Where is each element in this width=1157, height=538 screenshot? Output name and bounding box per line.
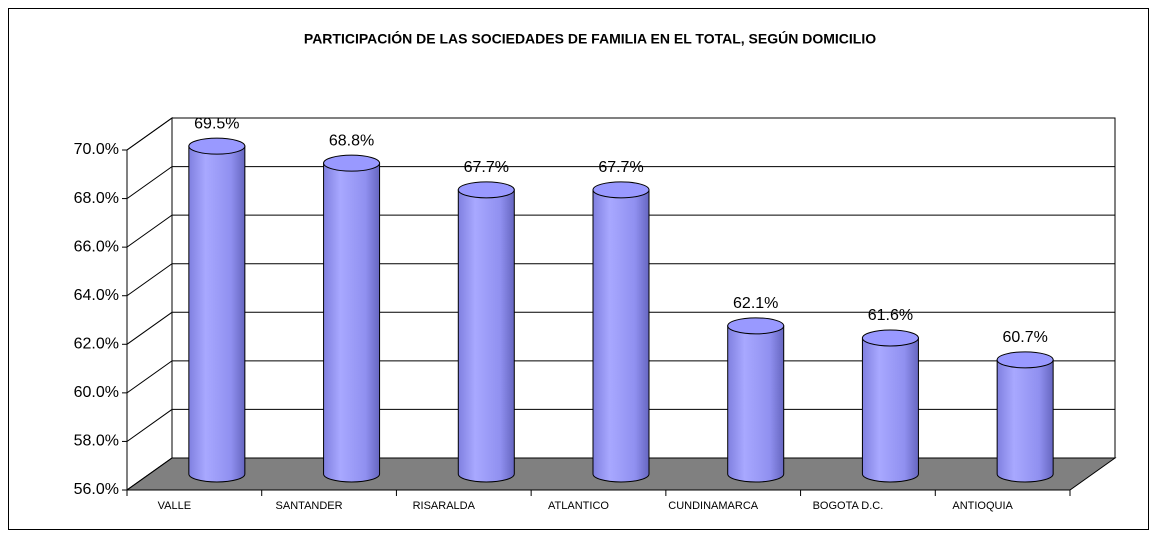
bar <box>727 325 785 483</box>
bar-top <box>727 317 785 335</box>
bar <box>996 359 1054 483</box>
y-tick-label: 64.0% <box>74 287 119 304</box>
grid-line <box>126 408 1115 442</box>
bar-top <box>457 181 515 199</box>
x-tick-label: ATLANTICO <box>548 500 609 512</box>
value-label: 69.5% <box>194 115 239 132</box>
grid-line <box>126 263 1115 297</box>
bar-top <box>323 154 381 172</box>
y-tick-label: 66.0% <box>74 238 119 255</box>
bar <box>457 189 515 483</box>
y-tick-label: 58.0% <box>74 433 119 450</box>
y-tick-label: 62.0% <box>74 336 119 353</box>
bar-top <box>996 351 1054 369</box>
grid-line <box>126 360 1115 394</box>
value-label: 61.6% <box>868 307 913 324</box>
bar-top <box>188 137 246 155</box>
value-label: 67.7% <box>598 159 643 176</box>
value-label: 67.7% <box>464 159 509 176</box>
y-tick-label: 60.0% <box>74 384 119 401</box>
bar <box>188 145 246 483</box>
bar-top <box>592 181 650 199</box>
y-tick-label: 68.0% <box>74 190 119 207</box>
y-tick-label: 56.0% <box>74 481 119 498</box>
x-tick-label: VALLE <box>158 500 191 512</box>
value-label: 60.7% <box>1002 329 1047 346</box>
grid-line <box>126 311 1115 345</box>
x-tick-label: RISARALDA <box>413 500 476 512</box>
grid-line <box>126 117 1115 151</box>
chart-title: PARTICIPACIÓN DE LAS SOCIEDADES DE FAMIL… <box>304 30 876 47</box>
value-label: 68.8% <box>329 132 374 149</box>
bar <box>592 189 650 483</box>
bar <box>861 337 919 483</box>
grid-line <box>126 214 1115 248</box>
grid-line <box>126 457 1115 491</box>
bar <box>323 162 381 483</box>
grid-line <box>126 166 1115 199</box>
bar-top <box>861 329 919 347</box>
y-tick-label: 70.0% <box>74 141 119 158</box>
value-label: 62.1% <box>733 295 778 312</box>
x-tick-label: BOGOTA D.C. <box>813 500 884 512</box>
x-tick-label: SANTANDER <box>276 500 343 512</box>
x-tick-label: CUNDINAMARCA <box>668 500 759 512</box>
side-wall <box>126 117 173 491</box>
x-tick-label: ANTIOQUIA <box>952 500 1013 512</box>
